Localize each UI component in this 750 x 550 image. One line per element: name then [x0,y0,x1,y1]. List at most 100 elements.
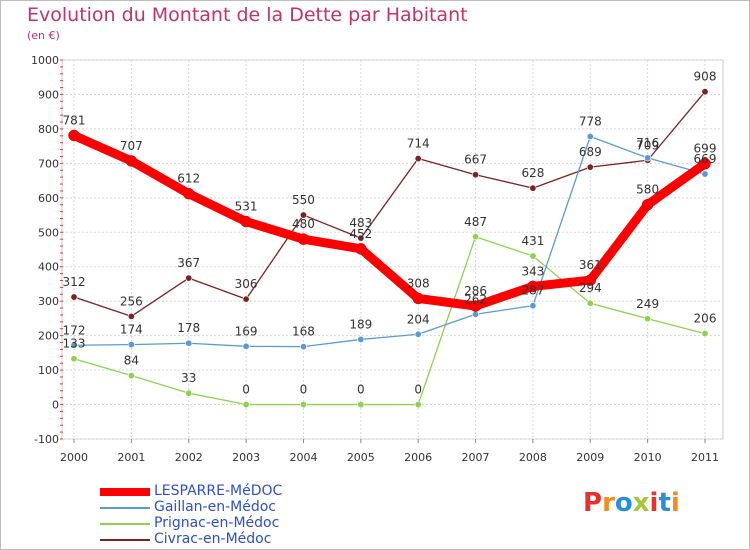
legend-label: Gaillan-en-Médoc [154,499,276,515]
x-tick-label: 2002 [175,451,203,464]
data-point [240,215,252,228]
data-point [242,342,250,350]
data-label: 487 [464,215,487,229]
logo-letter: t [658,488,671,518]
data-label: 612 [177,172,200,186]
y-tick-label: 100 [38,364,59,377]
proxiti-logo: Proxiti [583,488,680,518]
logo-letter: x [632,488,650,518]
data-point [355,243,367,255]
data-point [529,252,537,260]
data-point [357,335,365,343]
y-tick-label: 900 [38,88,59,101]
data-point [586,132,594,140]
data-label: 908 [694,70,717,84]
x-tick-label: 2006 [404,451,432,464]
data-point [472,233,480,241]
data-label: 714 [407,137,430,151]
data-label: 781 [63,113,86,127]
data-label: 778 [579,114,602,128]
data-label: 452 [349,227,372,241]
data-point [182,187,195,200]
data-point [644,154,652,162]
data-label: 249 [636,297,659,311]
data-point [299,401,307,409]
x-tick-label: 2010 [634,451,662,464]
legend-label: LESPARRE-MéDOC [154,483,283,499]
y-tick-label: 600 [38,192,59,205]
data-point [299,343,307,351]
y-tick-label: 500 [38,226,59,239]
data-point [699,157,711,170]
data-point [125,155,138,167]
data-label: 367 [177,256,200,270]
legend-item: Civrac-en-Médoc [100,531,420,548]
data-point [701,88,709,96]
data-point [127,341,135,349]
y-tick-label: 300 [38,295,59,308]
data-label: 0 [357,383,365,397]
data-label: 716 [636,136,659,150]
legend-swatch [100,523,150,525]
legend: LESPARRE-MéDOC Gaillan-en-Médoc Prignac-en… [100,483,420,548]
data-point [472,171,480,179]
data-label: 308 [407,276,430,290]
y-tick-label: 800 [38,123,59,136]
data-point [242,295,250,303]
series-1 [68,129,711,312]
data-label: 580 [636,183,659,197]
x-tick-label: 2000 [60,451,88,464]
data-label: 169 [235,324,258,338]
data-point [299,211,307,219]
x-tick-label: 2009 [576,451,604,464]
data-label: 699 [694,142,717,156]
data-label: 431 [521,234,544,248]
data-point [414,155,422,163]
data-label: 707 [120,139,143,153]
data-point [584,274,597,286]
data-label: 168 [292,325,315,339]
series-line [73,236,706,406]
data-label: 287 [521,284,544,298]
chart-title: Evolution du Montant de la Dette par Hab… [27,4,468,26]
series-3 [70,233,709,409]
data-label: 343 [521,264,544,278]
y-tick-label: 700 [38,157,59,170]
data-label: 483 [349,216,372,230]
data-point [412,292,424,305]
legend-swatch [100,539,150,541]
y-tick-label: 200 [38,330,59,343]
unit-label: (en €) [27,29,60,42]
data-point [641,198,654,211]
data-label: 33 [181,371,196,385]
data-point [414,330,422,338]
data-point [68,129,80,142]
series-4 [70,88,709,320]
data-label: 262 [464,292,487,306]
series-line [69,130,710,311]
legend-item: Gaillan-en-Médoc [100,499,420,516]
data-label: 628 [521,166,544,180]
data-label: 133 [63,337,86,351]
data-label: 709 [636,138,659,152]
series-line [73,91,706,317]
data-point [472,310,480,318]
data-point [70,355,78,363]
legend-swatch [100,488,150,496]
data-point [701,170,709,178]
data-point [529,302,537,310]
data-label: 189 [349,317,372,331]
data-point [701,330,709,338]
data-point [297,233,310,245]
y-tick-label: 1000 [31,54,59,67]
data-label: 204 [407,312,430,326]
data-point [242,401,250,409]
legend-label: Prignac-en-Médoc [154,515,280,531]
data-point [586,299,594,307]
x-tick-label: 2004 [289,451,317,464]
series-line [73,135,706,348]
logo-letter: P [583,488,603,518]
data-label: 178 [177,321,200,335]
logo-letter: o [614,488,633,518]
